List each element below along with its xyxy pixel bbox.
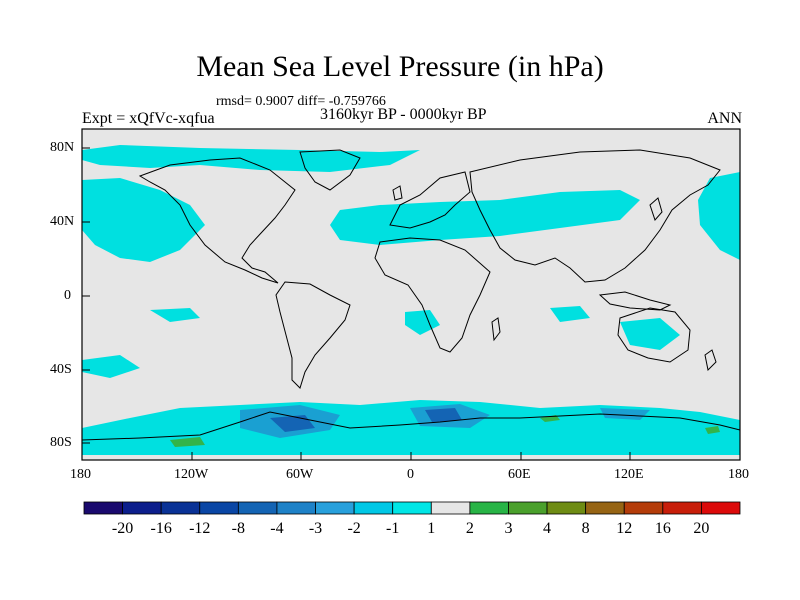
colorbar-label: 1 [427,520,436,537]
indian-ocean-anomaly [550,306,590,322]
australia-coast [617,307,691,363]
lat-label: 80N [50,140,75,155]
colorbar-label: 12 [616,520,633,537]
lon-label: 180 [728,467,749,482]
colorbar-box [546,501,587,515]
colorbar-box [585,501,625,515]
lat-label: 40N [50,214,75,229]
colorbar-box [122,501,162,515]
colorbar-label: -1 [386,520,400,537]
south-america-coast [275,281,351,389]
colorbar-box [353,501,394,515]
lat-label: 80S [50,435,72,450]
colorbar-box [469,501,509,515]
colorbar-label: -20 [111,520,134,537]
lon-label: 60W [286,467,314,482]
europe-coast [389,171,471,229]
colorbar-box [392,501,432,515]
axis-ticks [81,147,741,460]
lon-label: 60E [508,467,531,482]
south-pacific-anomaly [82,355,140,378]
colorbar-label: 3 [504,520,513,537]
negative-anomaly-regions [82,145,740,455]
colorbar-box [315,501,355,515]
colorbar-label: 8 [581,520,590,537]
colorbar-box [276,501,316,515]
coastlines [81,149,741,441]
colorbar-box [83,501,123,515]
lon-label: 120E [614,467,644,482]
east-pacific-small-1 [150,308,200,322]
colorbar-label: 16 [654,520,671,537]
colorbar-box [701,501,741,515]
africa-coast [374,237,491,353]
colorbar-box [623,501,664,515]
colorbar-label: -8 [231,520,245,537]
map-title: Mean Sea Level Pressure (in hPa) [196,50,604,83]
arctic-anomaly [82,145,420,172]
colorbar [83,501,741,515]
madagascar-coast [491,317,501,342]
greenland-coast [299,149,361,191]
eurasia-anomaly [330,190,640,245]
japan-coast [649,197,663,221]
asia-coast [469,149,721,283]
colorbar-box [237,501,278,515]
colorbar-label: -12 [189,520,211,537]
lon-label: 180 [70,467,91,482]
colorbar-box [160,501,201,515]
rmsd-diff-stats: rmsd= 0.9007 diff= -0.759766 [216,94,386,109]
colorbar-label: -16 [150,520,172,537]
lon-label: 120W [174,467,209,482]
season-label: ANN [707,110,742,127]
colorbar-label: 2 [465,520,474,537]
strongest-negative-regions [270,408,462,432]
colorbar-label: 20 [693,520,710,537]
period-label: 3160kyr BP - 0000kyr BP [320,106,487,123]
lat-label: 0 [64,288,71,303]
uk-coast [392,185,403,201]
antarctica-coast [81,411,741,441]
experiment-label: Expt = xQfVc-xqfua [82,110,215,127]
indonesia-coast [598,291,672,311]
colorbar-box [199,501,239,515]
lat-label: 40S [50,362,72,377]
sw-pacific-anomaly [620,318,680,350]
colorbar-box [430,501,471,515]
east-pacific-anomaly [698,172,740,260]
new-zealand-coast [704,349,717,372]
lon-label: 0 [407,467,414,482]
colorbar-label: -3 [308,520,323,537]
colorbar-box [508,501,548,515]
colorbar-label: 4 [543,520,552,537]
colorbar-label: -2 [347,520,361,537]
north-america-coast [138,157,296,284]
colorbar-label: -4 [270,520,284,537]
colorbar-box [662,501,702,515]
